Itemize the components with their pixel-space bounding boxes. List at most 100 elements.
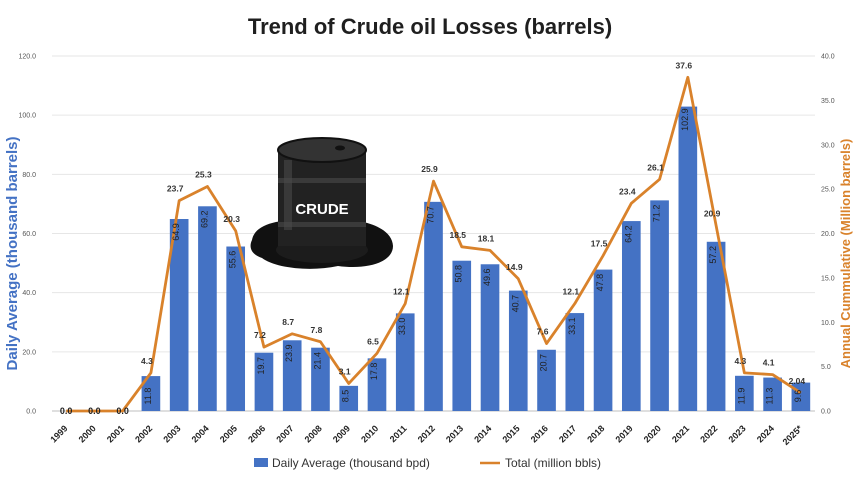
x-tick-label: 2008 bbox=[303, 423, 324, 444]
legend-swatch-bar bbox=[254, 458, 268, 467]
line-value-label: 4.3 bbox=[141, 356, 153, 366]
bar-value-label: 40.7 bbox=[510, 295, 520, 313]
x-tick-label: 2021 bbox=[670, 423, 691, 444]
line-value-label: 18.5 bbox=[449, 230, 466, 240]
bar bbox=[621, 221, 641, 411]
line-value-label: 26.1 bbox=[647, 162, 664, 172]
x-tick-label: 2014 bbox=[472, 423, 493, 444]
line-value-label: 7.2 bbox=[254, 330, 266, 340]
line-series bbox=[66, 75, 802, 413]
x-tick-label: 2023 bbox=[727, 423, 748, 444]
y-tick-right: 15.0 bbox=[821, 275, 835, 282]
line-value-label: 3.1 bbox=[339, 366, 351, 376]
bar-value-label: 0.0 bbox=[116, 406, 129, 416]
barrel-body bbox=[278, 150, 366, 246]
bar-value-label: 11.9 bbox=[736, 388, 746, 405]
bar bbox=[678, 106, 698, 412]
x-tick-label: 2007 bbox=[274, 423, 295, 444]
line-value-label: 23.7 bbox=[167, 184, 184, 194]
bar bbox=[367, 358, 387, 411]
y-axis-label-left: Daily Average (thousand barrels) bbox=[4, 137, 21, 371]
y-tick-right: 35.0 bbox=[821, 98, 835, 105]
bar bbox=[508, 290, 528, 411]
y-tick-right: 25.0 bbox=[821, 187, 835, 194]
bar bbox=[565, 313, 585, 411]
bar bbox=[339, 385, 359, 411]
y-tick-left: 20.0 bbox=[22, 349, 36, 356]
x-tick-label: 1999 bbox=[48, 423, 69, 444]
y-tick-right: 5.0 bbox=[821, 364, 831, 371]
x-tick-label: 2006 bbox=[246, 423, 267, 444]
bar bbox=[537, 349, 556, 411]
barrel-bung bbox=[335, 145, 345, 151]
bar bbox=[452, 260, 472, 411]
y-tick-left: 40.0 bbox=[22, 290, 36, 297]
bar-value-label: 0.0 bbox=[88, 406, 101, 416]
bar-value-label: 64.9 bbox=[171, 223, 181, 241]
line-value-label: 2.04 bbox=[789, 376, 806, 386]
y-tick-left: 0.0 bbox=[26, 409, 36, 416]
bar bbox=[254, 352, 274, 411]
bar-value-label: 71.2 bbox=[652, 205, 662, 223]
x-tick-label: 2022 bbox=[698, 423, 719, 444]
x-tick-label: 2012 bbox=[416, 423, 437, 444]
x-tick-label: 2017 bbox=[557, 423, 578, 444]
x-tick-label: 2015 bbox=[500, 423, 521, 444]
bar-value-label: 19.7 bbox=[256, 357, 266, 375]
y-tick-left: 100.0 bbox=[18, 113, 36, 120]
crude-barrel-icon: CRUDE bbox=[250, 137, 393, 269]
x-tick-label: 2010 bbox=[359, 423, 380, 444]
line-value-label: 18.1 bbox=[478, 233, 495, 243]
bar-value-label: 0.0 bbox=[60, 406, 73, 416]
x-tick-label: 2020 bbox=[642, 423, 663, 444]
legend-label-line: Total (million bbls) bbox=[505, 456, 601, 470]
line-value-label: 8.7 bbox=[282, 317, 294, 327]
bar-value-label: 64.2 bbox=[623, 225, 633, 243]
x-tick-label: 2003 bbox=[161, 423, 182, 444]
barrel-lid bbox=[277, 137, 367, 163]
line-value-label: 6.5 bbox=[367, 336, 379, 346]
bar bbox=[169, 219, 189, 411]
bar-value-label: 9.6 bbox=[793, 390, 803, 403]
x-tick-label: 2000 bbox=[77, 423, 98, 444]
bar bbox=[198, 206, 217, 411]
line-value-label: 20.3 bbox=[223, 214, 240, 224]
y-tick-right: 30.0 bbox=[821, 142, 835, 149]
line-value-label: 14.9 bbox=[506, 262, 523, 272]
x-tick-label: 2025* bbox=[781, 423, 805, 447]
bar-value-label: 20.7 bbox=[539, 354, 549, 372]
x-tick-label: 2018 bbox=[585, 423, 606, 444]
bar-value-label: 23.9 bbox=[284, 345, 294, 363]
legend-label-bar: Daily Average (thousand bpd) bbox=[272, 456, 430, 470]
y-axis-label-right: Annual Cummulative (Million barrels) bbox=[838, 139, 853, 369]
bar bbox=[311, 347, 330, 411]
bar bbox=[282, 340, 302, 411]
line-value-label: 37.6 bbox=[676, 60, 693, 70]
bar-value-label: 8.5 bbox=[341, 390, 351, 403]
bar bbox=[141, 376, 161, 411]
x-tick-label: 2016 bbox=[529, 423, 550, 444]
bar-value-label: 50.8 bbox=[454, 265, 464, 283]
barrel-rib bbox=[278, 178, 366, 183]
bar bbox=[650, 200, 669, 411]
barrel-label: CRUDE bbox=[295, 201, 348, 218]
bar-value-label: 70.7 bbox=[426, 206, 436, 224]
line-value-label: 17.5 bbox=[591, 239, 608, 249]
x-tick-label: 2019 bbox=[613, 423, 634, 444]
y-tick-left: 120.0 bbox=[18, 54, 36, 61]
y-tick-right: 0.0 bbox=[821, 409, 831, 416]
barrel-rib bbox=[278, 222, 366, 227]
bar-value-label: 33.1 bbox=[567, 317, 577, 335]
line-value-label: 4.3 bbox=[734, 356, 746, 366]
x-tick-label: 2001 bbox=[105, 423, 126, 444]
x-tick-label: 2005 bbox=[218, 423, 239, 444]
barrel-highlight bbox=[284, 160, 292, 230]
bar-value-label: 69.2 bbox=[199, 211, 209, 229]
y-tick-right: 10.0 bbox=[821, 320, 835, 327]
x-tick-label: 2004 bbox=[190, 423, 211, 444]
bar bbox=[593, 269, 613, 411]
bar-value-label: 102.9 bbox=[680, 108, 690, 131]
y-tick-right: 20.0 bbox=[821, 231, 835, 238]
bar bbox=[480, 264, 500, 411]
